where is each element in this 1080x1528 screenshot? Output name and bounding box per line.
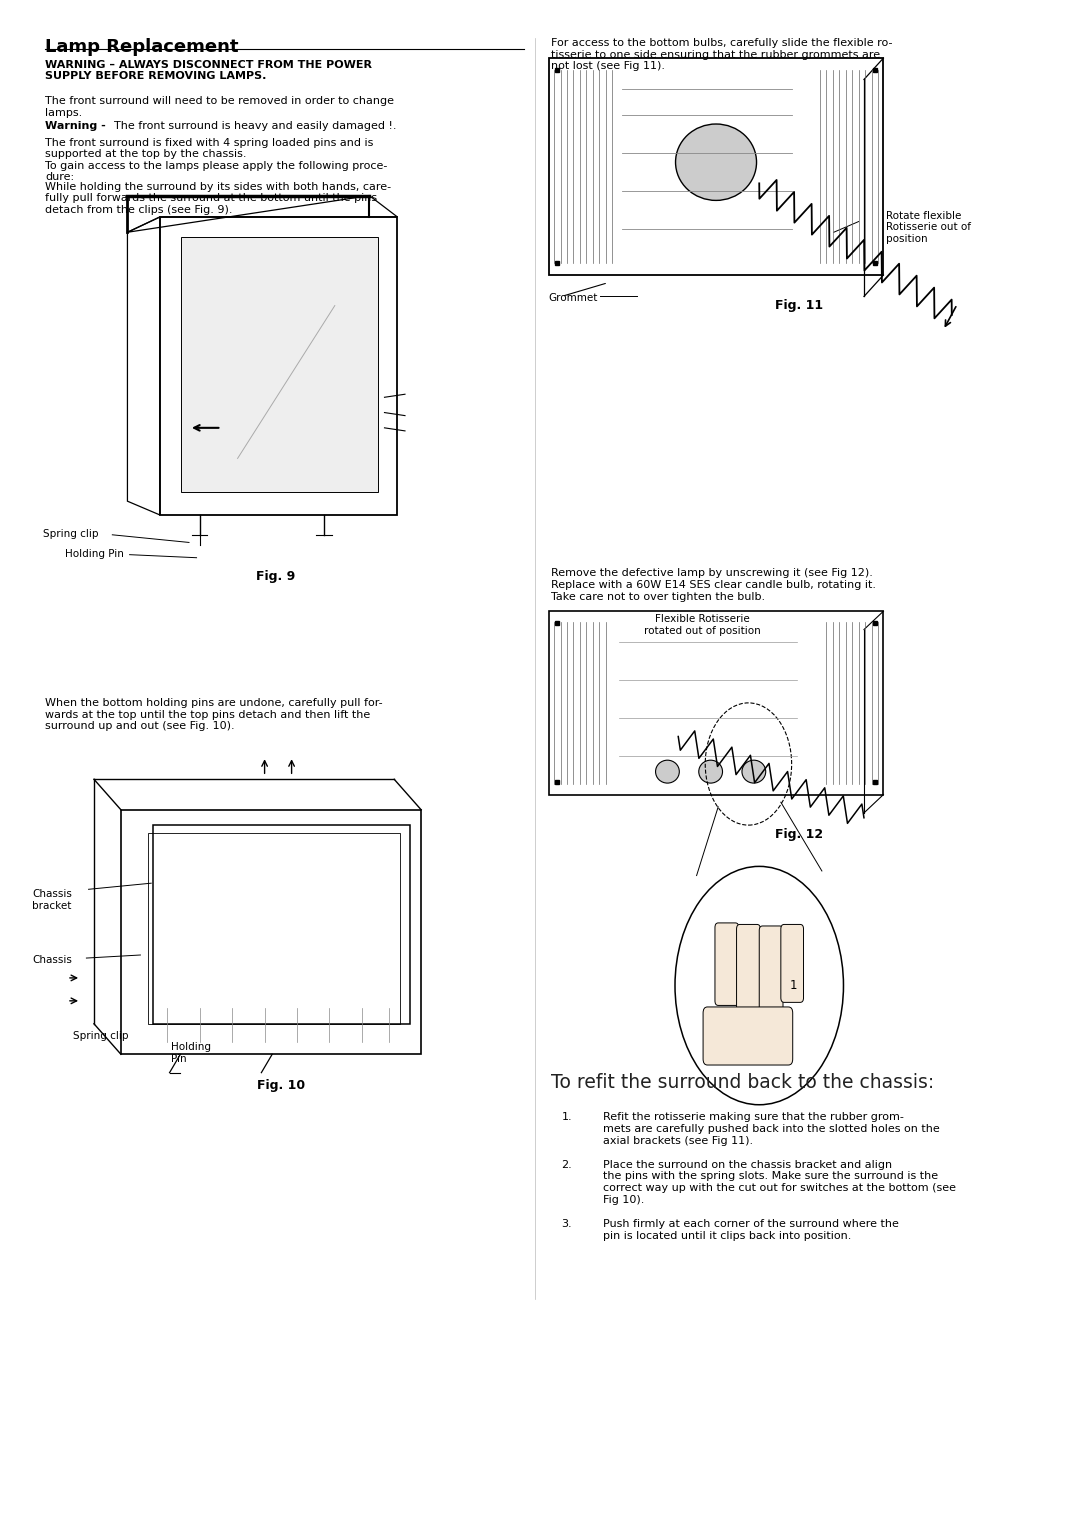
Ellipse shape <box>676 124 757 200</box>
Text: Flexible Rotisserie
rotated out of position: Flexible Rotisserie rotated out of posit… <box>644 614 760 636</box>
FancyBboxPatch shape <box>703 1007 793 1065</box>
Text: Place the surround on the chassis bracket and align
the pins with the spring slo: Place the surround on the chassis bracke… <box>603 1160 956 1204</box>
Text: Spring clip: Spring clip <box>43 529 98 539</box>
FancyBboxPatch shape <box>781 924 804 1002</box>
FancyBboxPatch shape <box>715 923 739 1005</box>
Text: WARNING – ALWAYS DISCONNECT FROM THE POWER
SUPPLY BEFORE REMOVING LAMPS.: WARNING – ALWAYS DISCONNECT FROM THE POW… <box>45 60 373 81</box>
Text: Refit the rotisserie making sure that the rubber grom-
mets are carefully pushed: Refit the rotisserie making sure that th… <box>603 1112 940 1146</box>
Text: Fig. 12: Fig. 12 <box>775 828 823 842</box>
Text: Lamp Replacement: Lamp Replacement <box>45 38 239 57</box>
Text: The front surround is heavy and easily damaged !.: The front surround is heavy and easily d… <box>114 121 397 131</box>
Text: 3.: 3. <box>562 1219 572 1230</box>
FancyBboxPatch shape <box>737 924 760 1018</box>
Ellipse shape <box>742 759 766 782</box>
Text: 2.: 2. <box>562 1160 572 1170</box>
Text: The front surround is fixed with 4 spring loaded pins and is
supported at the to: The front surround is fixed with 4 sprin… <box>45 138 388 182</box>
Polygon shape <box>181 237 378 492</box>
Ellipse shape <box>699 759 723 782</box>
Text: The front surround will need to be removed in order to change
lamps.: The front surround will need to be remov… <box>45 96 394 118</box>
Text: Fig. 10: Fig. 10 <box>257 1079 305 1093</box>
Text: For access to the bottom bulbs, carefully slide the flexible ro-
tisserie to one: For access to the bottom bulbs, carefull… <box>551 38 892 72</box>
Text: Grommet: Grommet <box>549 293 598 304</box>
Text: Holding Pin: Holding Pin <box>65 549 124 559</box>
Text: Chassis
bracket: Chassis bracket <box>32 889 72 911</box>
Text: Spring clip: Spring clip <box>73 1031 129 1042</box>
FancyBboxPatch shape <box>759 926 783 1015</box>
Text: Fig. 9: Fig. 9 <box>256 570 295 584</box>
Text: 1.: 1. <box>562 1112 572 1123</box>
Text: Push firmly at each corner of the surround where the
pin is located until it cli: Push firmly at each corner of the surrou… <box>603 1219 899 1241</box>
Text: When the bottom holding pins are undone, carefully pull for-
wards at the top un: When the bottom holding pins are undone,… <box>45 698 383 732</box>
Text: While holding the surround by its sides with both hands, care-
fully pull forwar: While holding the surround by its sides … <box>45 182 391 215</box>
Text: Rotate flexible
Rotisserie out of
position: Rotate flexible Rotisserie out of positi… <box>886 211 971 244</box>
Text: Remove the defective lamp by unscrewing it (see Fig 12).
Replace with a 60W E14 : Remove the defective lamp by unscrewing … <box>551 568 876 602</box>
Text: Warning -: Warning - <box>45 121 106 131</box>
Ellipse shape <box>656 759 679 782</box>
Text: Fig. 11: Fig. 11 <box>775 299 823 313</box>
Text: Holding
Pin: Holding Pin <box>171 1042 211 1063</box>
Circle shape <box>675 866 843 1105</box>
Text: To refit the surround back to the chassis:: To refit the surround back to the chassi… <box>551 1073 934 1091</box>
Text: 1: 1 <box>789 979 797 992</box>
Text: Chassis: Chassis <box>32 955 72 966</box>
